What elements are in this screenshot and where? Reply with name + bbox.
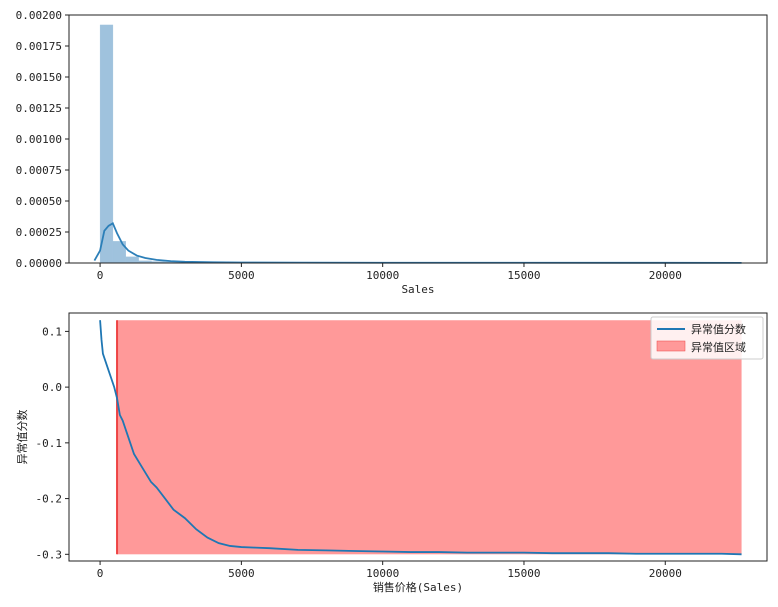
legend: 异常值分数 异常值区域 (650, 316, 764, 360)
histogram-x-axis-label: Sales (401, 283, 434, 296)
histogram-x-tick-label: 0 (97, 269, 104, 282)
histogram-y-tick-label: 0.00150 (16, 71, 62, 84)
histogram-y-tick-label: 0.00175 (16, 40, 62, 53)
anomaly-axes-frame (68, 312, 768, 562)
anomaly-score-line (99, 320, 742, 556)
anomaly-x-tick-label: 5000 (228, 567, 255, 580)
anomaly-y-tick-label: -0.1 (36, 437, 63, 450)
anomaly-y-axis-label: 异常值分数 (16, 410, 29, 465)
anomaly-y-tick-label: -0.3 (36, 548, 63, 561)
histogram-y-tick-label: 0.00125 (16, 102, 62, 115)
kde-curve (93, 222, 742, 264)
anomaly-x-axis-label: 销售价格(Sales) (373, 580, 463, 594)
histogram-x-tick-label: 10000 (366, 269, 399, 282)
anomaly-y-tick-label: 0.1 (42, 325, 62, 338)
anomaly-score-chart: 0 5000 10000 15000 20000 -0.3-0.2-0.10.00.1 … (16, 312, 768, 594)
anomaly-y-tick-label: -0.2 (36, 493, 63, 506)
anomaly-y-ticks: -0.3 -0.2 -0.1 0.0 0.1 (36, 325, 69, 561)
histogram-chart: 0 5000 10000 15000 20000 0.000000.000250.000… (16, 9, 768, 296)
histogram-y-ticks: 0.00000 0.00025 0.00050 0.00075 0.00100 0.001… (16, 9, 69, 270)
legend-area-swatch (656, 340, 686, 352)
histogram-y-tick-label: 0.00100 (16, 133, 62, 146)
histogram-y-tick-label: 0.00000 (16, 257, 62, 270)
histogram-x-ticks: 0 5000 10000 15000 20000 (97, 263, 682, 282)
histogram-bars (99, 24, 229, 264)
histogram-y-tick-label: 0.00050 (16, 195, 62, 208)
histogram-y-tick-label: 0.00200 (16, 9, 62, 22)
anomaly-region (117, 320, 742, 555)
anomaly-x-tick-label: 20000 (649, 567, 682, 580)
histogram-x-tick-label: 15000 (507, 269, 540, 282)
anomaly-x-ticks: 0 5000 10000 15000 20000 (97, 561, 682, 580)
histogram-axes-frame (68, 14, 768, 264)
anomaly-x-tick-label: 0 (97, 567, 104, 580)
anomaly-y-tick-label: 0.0 (42, 381, 62, 394)
histogram-y-tick-label: 0.00025 (16, 226, 62, 239)
histogram-x-tick-label: 5000 (228, 269, 255, 282)
legend-entry-score: 异常值分数 (691, 323, 746, 336)
histogram-bar (125, 256, 139, 264)
histogram-y-tick-label: 0.00075 (16, 164, 62, 177)
histogram-x-tick-label: 20000 (649, 269, 682, 282)
anomaly-x-tick-label: 15000 (507, 567, 540, 580)
anomaly-x-tick-label: 10000 (366, 567, 399, 580)
legend-entry-region: 异常值区域 (691, 341, 746, 354)
